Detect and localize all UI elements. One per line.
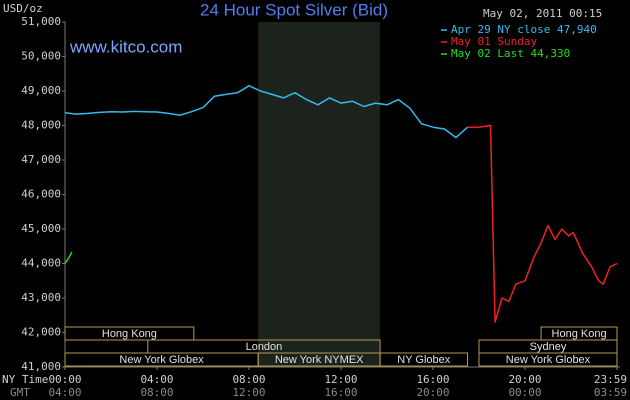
x-tick-label: 00:00: [48, 373, 81, 386]
series-line: [467, 124, 618, 323]
y-tick-label: 49,000: [21, 84, 61, 97]
x-row-label: NY Time: [2, 373, 48, 386]
gmt-tick-label: 12:00: [232, 386, 265, 399]
session-label: Hong Kong: [102, 328, 157, 340]
y-tick-label: 42,000: [21, 326, 61, 339]
y-tick-label: 47,000: [21, 153, 61, 166]
timestamp: May 02, 2011 00:15: [483, 7, 602, 20]
session-box: [64, 326, 195, 341]
x-tick-label: 12:00: [324, 373, 357, 386]
y-tick-label: 41,000: [21, 360, 61, 373]
x-tick-label: 04:00: [140, 373, 173, 386]
gmt-tick-label: 16:00: [324, 386, 357, 399]
gmt-tick-label: 20:00: [416, 386, 449, 399]
session-box: [478, 352, 618, 367]
y-tick-label: 51,000: [21, 15, 61, 28]
x-tick-label: 08:00: [232, 373, 265, 386]
y-tick-label: 50,000: [21, 50, 61, 63]
session-label: New York Globex: [119, 354, 204, 366]
session-label: Hong Kong: [552, 328, 607, 340]
legend-entry: May 02 Last 44,330: [451, 47, 570, 60]
legend-entry: Apr 29 NY close 47,940: [451, 23, 597, 36]
session-box: [379, 352, 469, 367]
chart-title: 24 Hour Spot Silver (Bid): [200, 0, 388, 19]
series-line: [64, 251, 73, 264]
x-row-label: GMT: [10, 386, 30, 399]
y-tick-label: 44,000: [21, 257, 61, 270]
gmt-tick-label: 00:00: [508, 386, 541, 399]
y-tick-label: 48,000: [21, 119, 61, 132]
session-label: NY Globex: [397, 354, 450, 366]
gmt-tick-label: 04:00: [48, 386, 81, 399]
session-label: Sydney: [530, 341, 567, 353]
x-tick-label: 23:59: [594, 373, 627, 386]
y-tick-label: 43,000: [21, 291, 61, 304]
y-tick-label: 46,000: [21, 188, 61, 201]
watermark: www.kitco.com: [69, 37, 182, 56]
series-line: [64, 85, 469, 139]
session-label: London: [246, 341, 283, 353]
legend-entry: May 01 Sunday: [451, 35, 537, 48]
x-tick-label: 16:00: [416, 373, 449, 386]
session-label: New York Globex: [506, 354, 591, 366]
y-axis-label: USD/oz: [3, 2, 43, 15]
x-tick-label: 20:00: [508, 373, 541, 386]
session-shade: [258, 22, 381, 367]
y-tick-label: 45,000: [21, 222, 61, 235]
gmt-tick-label: 03:59: [594, 386, 627, 399]
shade-layer: [258, 22, 381, 367]
gmt-tick-label: 08:00: [140, 386, 173, 399]
session-label: New York NYMEX: [275, 354, 364, 366]
